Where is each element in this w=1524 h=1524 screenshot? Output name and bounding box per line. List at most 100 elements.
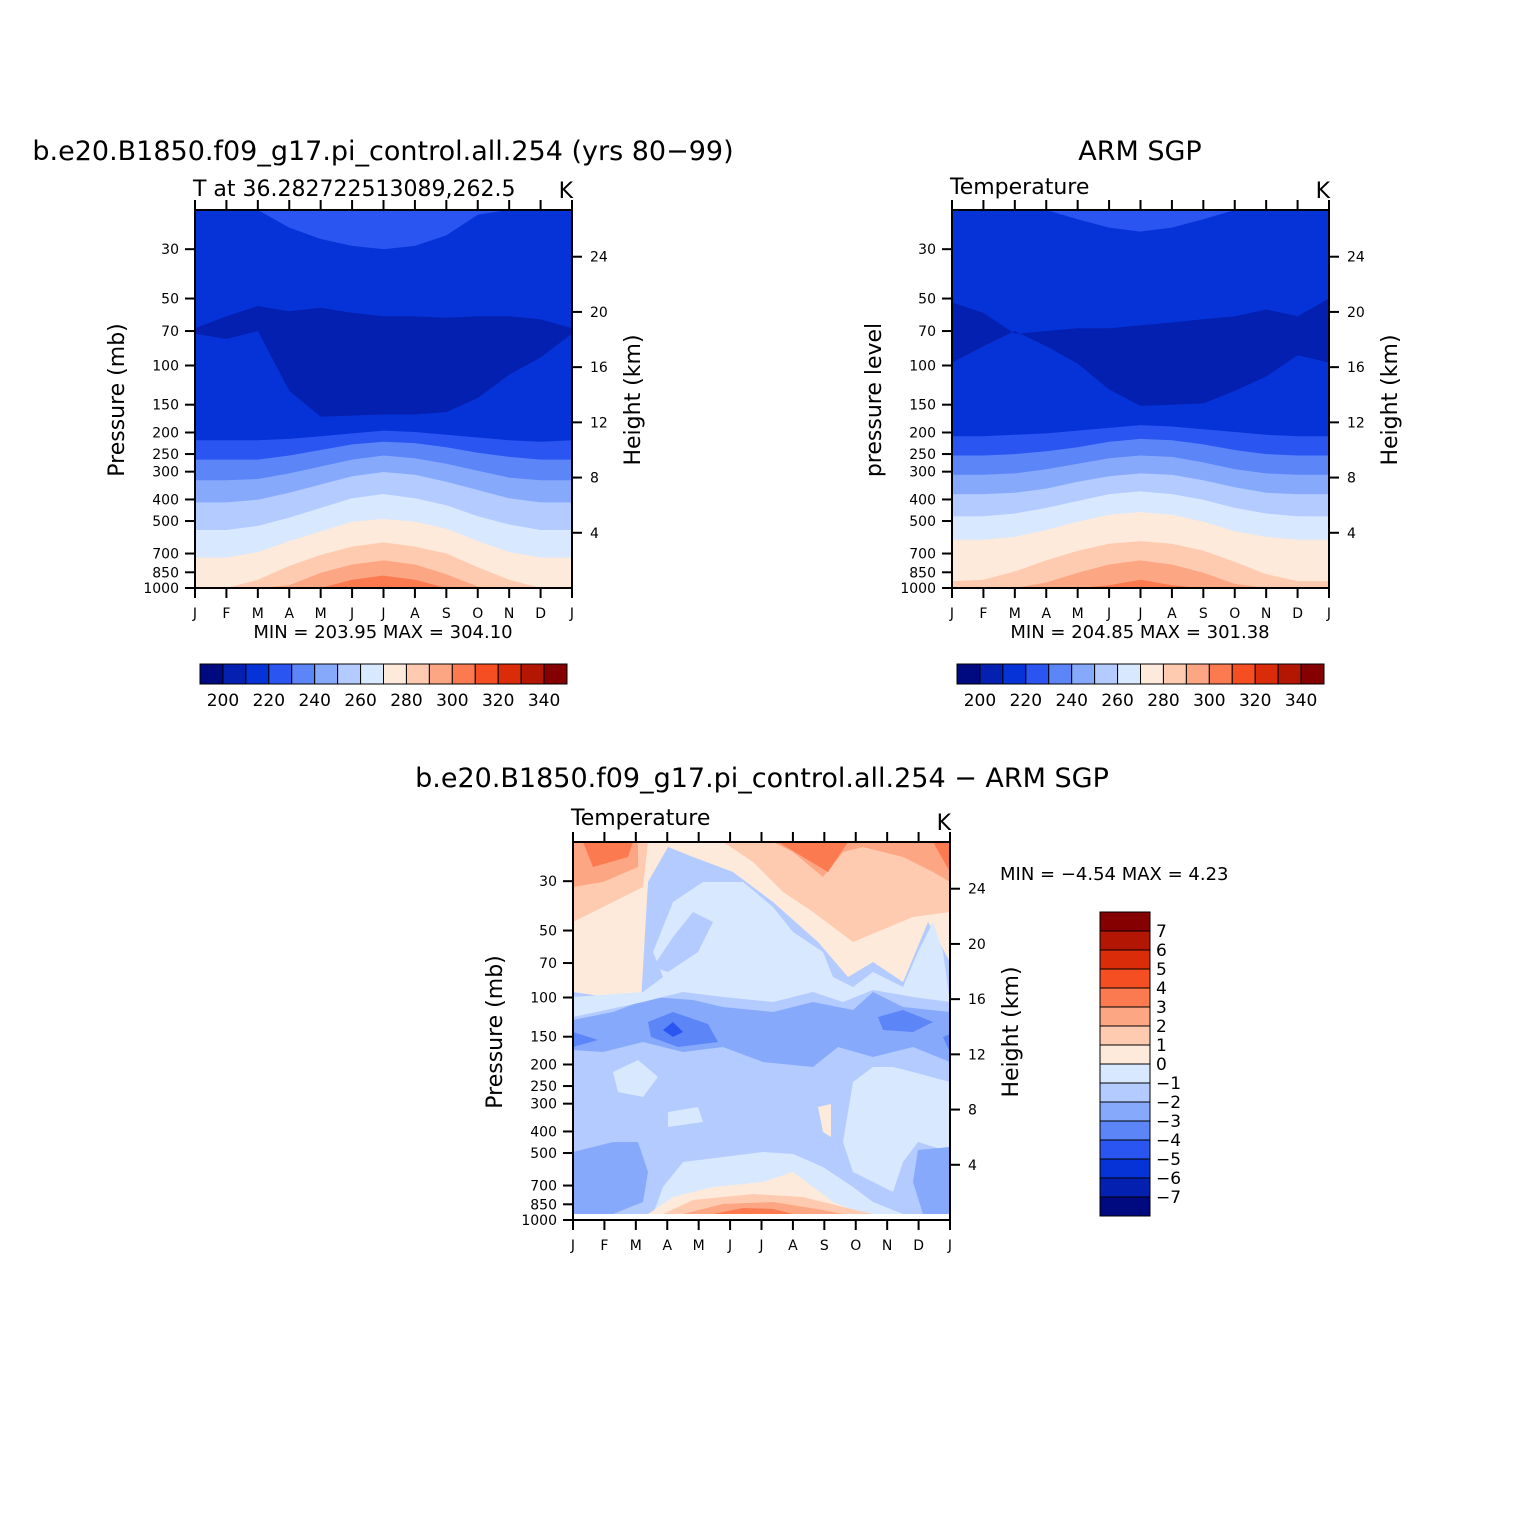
panel-obs-ylabel: pressure level [862, 323, 887, 477]
colorbar-cell [245, 663, 270, 685]
colorbar-cell [1025, 663, 1050, 685]
colorbar-cell [1099, 1101, 1151, 1122]
x-tick-label: J [1106, 606, 1111, 622]
y-tick-label: 300 [152, 465, 179, 481]
colorbar-label: 4 [1156, 979, 1167, 999]
colorbar-cell [1099, 1139, 1151, 1160]
y-tick-label: 700 [909, 547, 936, 563]
colorbar-label: 260 [344, 691, 376, 711]
panel-diff-contours [573, 842, 950, 1220]
x-tick-label: N [882, 1238, 892, 1254]
colorbar-label: 280 [1147, 691, 1179, 711]
diff-zone-neg1 [653, 912, 713, 972]
y-tick-label: 150 [530, 1030, 557, 1046]
y-tick-label: 400 [152, 492, 179, 508]
panel-obs-axes: J F M A M J J A S O N D J 30 50 70 100 150 200 250 300 400 500… [900, 200, 1365, 622]
panel-obs-plot-area [952, 210, 1329, 588]
panel-obs: ARM SGP Temperature K J F M A M J J A S O N D J 30 50 7… [862, 136, 1403, 711]
y-tick-label: 850 [152, 565, 179, 581]
colorbar-cell [520, 663, 545, 685]
diff-zone-pos2c [683, 1202, 843, 1214]
colorbar-cell [543, 663, 568, 685]
y2-tick-label: 16 [590, 360, 608, 376]
colorbar-label: 340 [1285, 691, 1317, 711]
y-tick-label: 100 [530, 991, 557, 1007]
y-tick-label: 500 [152, 514, 179, 530]
colorbar-cell [1099, 1120, 1151, 1141]
diff-zone-neg3b [878, 1010, 933, 1032]
colorbar-cell [1099, 930, 1151, 951]
y-tick-label: 250 [909, 447, 936, 463]
panel-model-unit: K [559, 179, 574, 204]
y-tick-label: 1000 [143, 581, 179, 597]
x-tick-label: O [1229, 606, 1240, 622]
colorbar-cell [199, 663, 224, 685]
colorbar-cell [1099, 949, 1151, 970]
colorbar-label: 2 [1156, 1017, 1167, 1037]
y2-tick-label: 24 [968, 882, 986, 898]
panel-model: b.e20.B1850.f09_g17.pi_control.all.254 (… [32, 136, 733, 711]
panel-model-left-label: T at 36.282722513089,262.5 [192, 177, 515, 202]
panel-model-title: b.e20.B1850.f09_g17.pi_control.all.254 (… [32, 136, 733, 167]
x-tick-label: O [850, 1238, 861, 1254]
colorbar-cell [1162, 663, 1187, 685]
x-tick-label: M [1072, 606, 1084, 622]
colorbar-label: 240 [1055, 691, 1087, 711]
y-tick-label: 850 [530, 1197, 557, 1213]
colorbar-label: −6 [1156, 1169, 1181, 1189]
y2-tick-label: 20 [590, 305, 608, 321]
colorbar-cell [1099, 1082, 1151, 1103]
y2-tick-label: 16 [1347, 360, 1365, 376]
x-tick-label: S [820, 1238, 829, 1254]
panel-model-contours [195, 210, 572, 588]
colorbar-cell [979, 663, 1004, 685]
y2-tick-label: 8 [968, 1103, 977, 1119]
y2-tick-label: 12 [968, 1047, 986, 1063]
x-tick-label: A [1041, 606, 1051, 622]
colorbar-label: −5 [1156, 1150, 1181, 1170]
y-tick-label: 70 [539, 956, 557, 972]
panel-obs-unit: K [1316, 179, 1331, 204]
x-tick-label: O [472, 606, 483, 622]
colorbar-cell [1071, 663, 1096, 685]
diff-zone-pos3c [933, 842, 950, 872]
diff-zone-neg4 [663, 1022, 683, 1037]
diff-zone-neg0b [843, 1067, 950, 1192]
diff-zone-neg3d [943, 1034, 950, 1052]
y2-tick-label: 8 [1347, 471, 1356, 487]
colorbar-cell [1094, 663, 1119, 685]
x-tick-label: J [1137, 606, 1142, 622]
x-tick-label: J [947, 1238, 952, 1254]
colorbar-label: −3 [1156, 1112, 1181, 1132]
y-tick-label: 400 [909, 492, 936, 508]
x-tick-label: A [284, 606, 294, 622]
field-tropopause [195, 306, 572, 417]
colorbar-label: 340 [528, 691, 560, 711]
field-band [195, 575, 572, 588]
x-tick-label: D [913, 1238, 924, 1254]
colorbar-label: 240 [298, 691, 330, 711]
y2-tick-label: 24 [590, 250, 608, 266]
colorbar-cell [497, 663, 522, 685]
colorbar-label: −2 [1156, 1093, 1181, 1113]
colorbar-cell [1277, 663, 1302, 685]
y-tick-label: 50 [539, 924, 557, 940]
x-tick-label: M [693, 1238, 705, 1254]
panel-obs-minmax: MIN = 204.85 MAX = 301.38 [1010, 622, 1269, 643]
colorbar-label: 0 [1156, 1055, 1167, 1075]
colorbar-label: 5 [1156, 960, 1167, 980]
y2-tick-label: 20 [1347, 305, 1365, 321]
colorbar-cell [222, 663, 247, 685]
colorbar-cell [1099, 1063, 1151, 1084]
diff-zone-neg0c [613, 1060, 658, 1097]
y-tick-label: 850 [909, 565, 936, 581]
panel-diff-title: b.e20.B1850.f09_g17.pi_control.all.254 −… [415, 763, 1109, 794]
colorbar-cell [1231, 663, 1256, 685]
x-tick-label: S [1199, 606, 1208, 622]
colorbar-cell [405, 663, 430, 685]
y2-tick-label: 16 [968, 992, 986, 1008]
panel-obs-contours [952, 210, 1329, 588]
x-tick-label: J [380, 606, 385, 622]
colorbar-label: −4 [1156, 1131, 1181, 1151]
x-tick-label: A [410, 606, 420, 622]
